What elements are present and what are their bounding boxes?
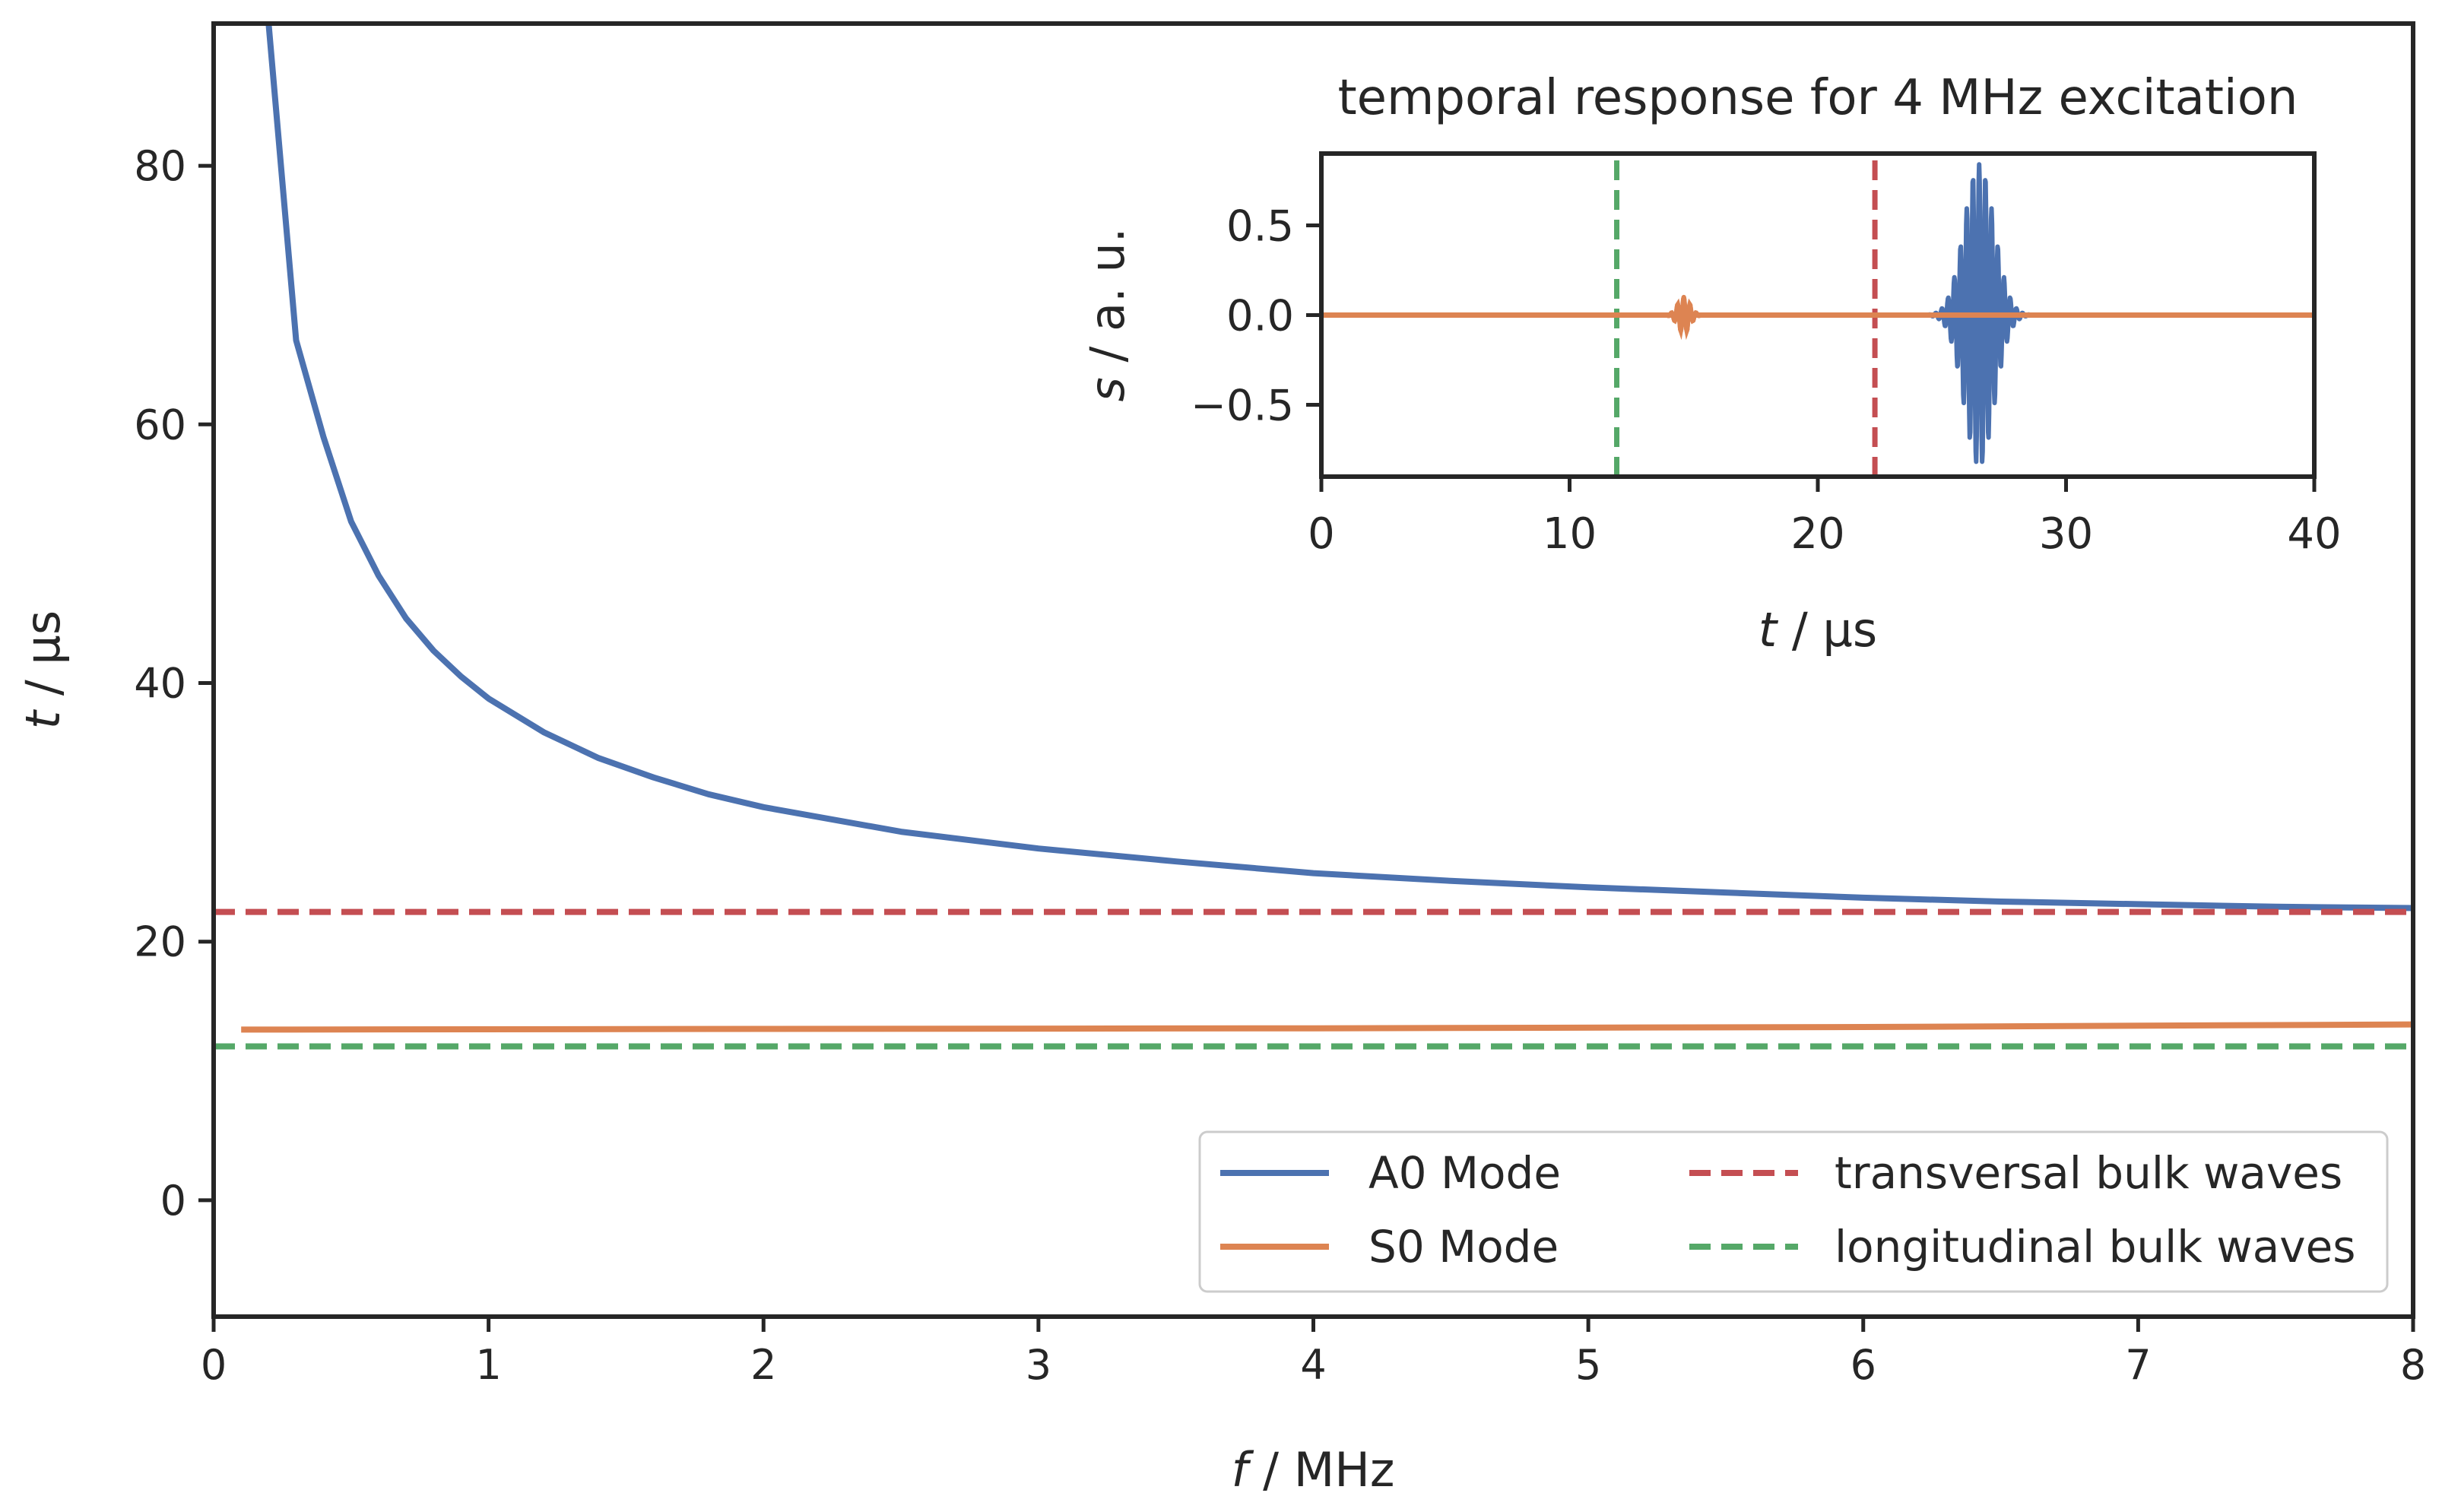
inset-plot: 0 10 20 30 40 0.5 0.0 −0.5 temporal response f…	[1080, 70, 2342, 658]
x-tick-label: 3	[1026, 1341, 1051, 1389]
y-tick-label: 20	[134, 918, 186, 966]
inset-x-tick-label: 40	[2287, 509, 2341, 559]
inset-y-axis-label: s / a. u.	[1080, 227, 1135, 401]
inset-x-tick-label: 20	[1790, 509, 1844, 559]
y-tick-label: 0	[160, 1177, 186, 1225]
inset-x-tick-label: 0	[1308, 509, 1335, 559]
x-tick-label: 7	[2125, 1341, 2151, 1389]
y-tick-label: 60	[134, 401, 186, 449]
x-tick-label: 2	[750, 1341, 776, 1389]
main-y-ticks: 0 20 40 60 80	[134, 142, 214, 1225]
inset-series-group	[1321, 154, 2314, 477]
y-tick-label: 80	[134, 142, 186, 190]
series-line-s0-mode	[241, 1021, 2413, 1033]
legend-label-longitudinal-bulk-waves: longitudinal bulk waves	[1835, 1221, 2356, 1273]
main-x-ticks: 0 1 2 3 4 5 6 7 8	[201, 1317, 2426, 1389]
legend-label-s0-mode: S0 Mode	[1368, 1221, 1559, 1273]
inset-y-tick-label: −0.5	[1191, 382, 1294, 431]
x-tick-label: 0	[201, 1341, 227, 1389]
inset-x-tick-label: 10	[1543, 509, 1597, 559]
x-tick-label: 5	[1575, 1341, 1601, 1389]
legend: A0 Mode S0 Mode transversal bulk waves l…	[1198, 1130, 2389, 1293]
inset-y-tick-label: 0.0	[1226, 292, 1294, 341]
series-line-a0-mode	[265, 24, 2413, 911]
inset-y-ticks: 0.5 0.0 −0.5	[1191, 201, 1321, 431]
main-series-group	[214, 24, 2413, 1050]
legend-label-a0-mode: A0 Mode	[1368, 1147, 1561, 1199]
main-plot: 0 1 2 3 4 5 6 7 8 0 20 40 60 80 f / MHz t / µs	[15, 21, 2426, 1498]
legend-box	[1198, 1130, 2389, 1293]
legend-label-transversal-bulk-waves: transversal bulk waves	[1835, 1147, 2342, 1199]
x-tick-label: 6	[1851, 1341, 1876, 1389]
inset-x-tick-label: 30	[2039, 509, 2093, 559]
inset-y-tick-label: 0.5	[1226, 201, 1294, 251]
x-tick-label: 8	[2400, 1341, 2426, 1389]
inset-title: temporal response for 4 MHz excitation	[1338, 70, 2298, 126]
y-tick-label: 40	[134, 660, 186, 708]
inset-signal-s0-packet	[1321, 296, 2314, 341]
x-tick-label: 4	[1300, 1341, 1326, 1389]
x-tick-label: 1	[475, 1341, 501, 1389]
main-y-axis-label: t / µs	[15, 610, 71, 729]
inset-x-axis-label: t / µs	[1759, 602, 1877, 658]
inset-x-ticks: 0 10 20 30 40	[1308, 477, 2342, 559]
main-x-axis-label: f / MHz	[1232, 1442, 1395, 1498]
